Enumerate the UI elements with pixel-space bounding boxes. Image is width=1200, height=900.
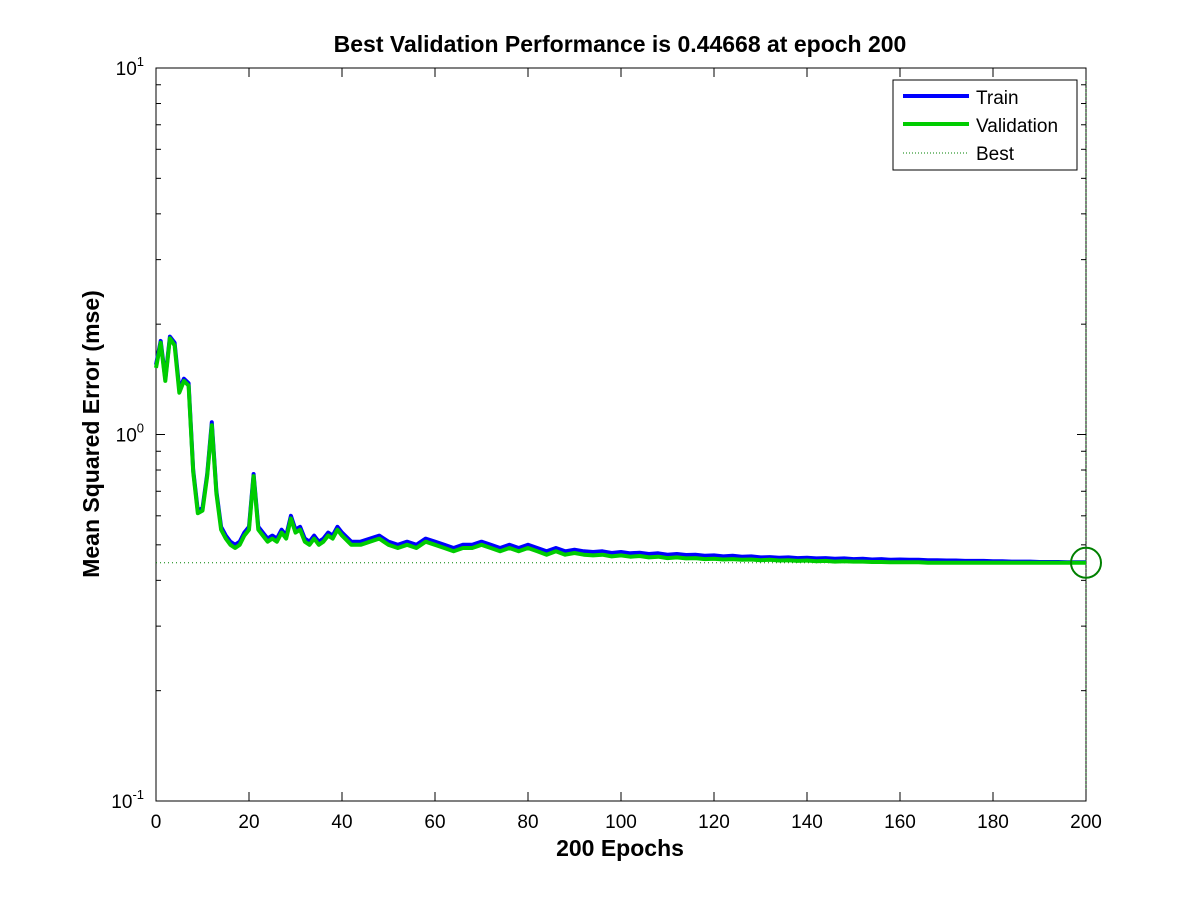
best-point-marker bbox=[1070, 546, 1102, 579]
best-marker-layer bbox=[1070, 546, 1102, 579]
x-tick-label: 200 bbox=[1070, 812, 1102, 833]
series-line-validation bbox=[154, 336, 1087, 565]
legend: Train Validation Best bbox=[892, 79, 1078, 171]
axes-frame bbox=[155, 67, 1087, 802]
series-layer bbox=[154, 334, 1087, 565]
best-lines bbox=[156, 68, 1087, 801]
legend-label-train: Train bbox=[976, 88, 1019, 109]
x-axis-ticks: 0 20 40 60 80 100 120 140 160 180 200 bbox=[151, 68, 1102, 833]
x-tick-label: 120 bbox=[698, 812, 730, 833]
legend-label-best: Best bbox=[976, 144, 1015, 165]
x-tick-label: 140 bbox=[791, 812, 823, 833]
x-tick-label: 20 bbox=[238, 812, 259, 833]
x-tick-label: 100 bbox=[605, 812, 637, 833]
x-tick-label: 40 bbox=[331, 812, 352, 833]
y-axis-label: Mean Squared Error (mse) bbox=[78, 290, 104, 578]
x-tick-label: 180 bbox=[977, 812, 1009, 833]
plot-area bbox=[154, 67, 1102, 802]
chart-title: Best Validation Performance is 0.44668 a… bbox=[334, 31, 907, 57]
x-tick-label: 80 bbox=[517, 812, 538, 833]
x-tick-label: 60 bbox=[424, 812, 445, 833]
y-axis-ticks: 10-1 100 101 bbox=[111, 54, 1086, 813]
x-tick-label: 0 bbox=[151, 812, 162, 833]
legend-label-validation: Validation bbox=[976, 116, 1058, 137]
y-tick-label: 101 bbox=[116, 54, 144, 80]
y-tick-label: 10-1 bbox=[111, 787, 144, 813]
x-tick-label: 160 bbox=[884, 812, 916, 833]
x-axis-label: 200 Epochs bbox=[556, 835, 684, 861]
y-tick-label: 100 bbox=[116, 421, 144, 447]
